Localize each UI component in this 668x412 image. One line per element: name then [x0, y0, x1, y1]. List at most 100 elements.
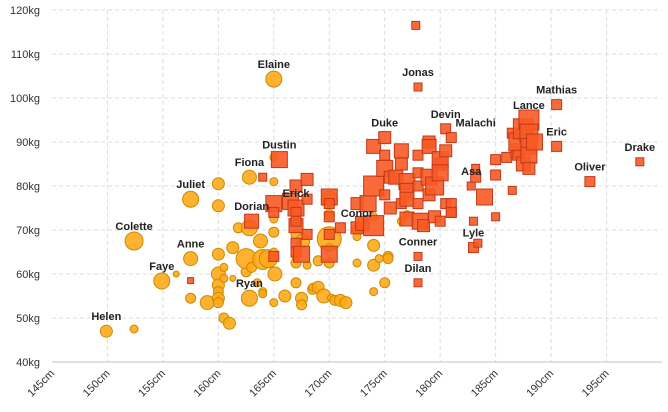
male-point — [412, 198, 424, 210]
female-point — [211, 247, 225, 261]
female-point — [212, 297, 224, 309]
male-point — [268, 250, 280, 262]
point-label: Drake — [625, 142, 656, 154]
female-point — [124, 231, 144, 251]
female-point — [229, 274, 237, 282]
male-point — [394, 157, 408, 171]
female-point — [129, 324, 139, 334]
female-point — [252, 278, 262, 288]
male-point — [434, 215, 446, 227]
point-label: Anne — [177, 239, 205, 251]
male-point — [323, 198, 335, 210]
male-point — [411, 20, 421, 30]
male-point — [421, 138, 437, 154]
male-point — [413, 278, 423, 288]
male-point — [363, 215, 385, 237]
y-tick-label: 110kg — [11, 49, 40, 61]
male-point — [301, 228, 313, 240]
male-point — [466, 181, 476, 191]
female-point — [367, 238, 381, 252]
point-label: Fiona — [235, 157, 265, 169]
male-point — [412, 180, 424, 192]
male-point — [635, 157, 645, 167]
male-point — [379, 189, 391, 201]
male-point — [378, 131, 392, 145]
male-point — [491, 212, 501, 222]
male-point — [551, 99, 563, 111]
male-point — [399, 191, 415, 207]
grid-layer — [52, 9, 662, 362]
male-point — [289, 179, 303, 193]
point-label: Conor — [341, 208, 374, 220]
point-label: Jonas — [402, 67, 434, 79]
x-tick-label: 170cm — [303, 368, 335, 400]
point-label: Elaine — [258, 59, 290, 71]
data-points — [99, 20, 645, 338]
point-label: Erick — [283, 188, 311, 200]
x-tick-label: 155cm — [136, 368, 168, 400]
point-label: Helen — [91, 311, 121, 323]
male-point — [393, 143, 409, 159]
female-point — [382, 253, 394, 265]
y-tick-label: 80kg — [16, 181, 40, 193]
male-point — [584, 176, 596, 188]
x-tick-label: 145cm — [25, 368, 57, 400]
male-point — [440, 123, 452, 135]
y-tick-label: 90kg — [16, 137, 40, 149]
female-point — [240, 289, 258, 307]
male-point — [293, 245, 311, 263]
point-label: Devin — [431, 109, 461, 121]
male-point — [323, 228, 335, 240]
point-label: Colette — [115, 221, 152, 233]
male-point — [501, 151, 513, 163]
x-tick-label: 175cm — [358, 368, 390, 400]
y-tick-label: 60kg — [16, 269, 40, 281]
male-point — [490, 154, 502, 166]
female-point — [172, 270, 180, 278]
male-point — [445, 132, 457, 144]
male-point — [417, 219, 431, 233]
female-point — [258, 289, 268, 299]
point-labels: Helen Colette Faye Juliet Anne Fiona Dorian Rya… — [91, 59, 655, 323]
female-point — [182, 190, 200, 208]
female-point — [369, 287, 379, 297]
female-point — [269, 177, 279, 187]
male-point — [413, 82, 423, 92]
point-label: Duke — [371, 118, 398, 130]
point-label: Faye — [149, 261, 174, 273]
y-tick-label: 120kg — [10, 5, 40, 17]
male-point — [244, 213, 260, 229]
y-tick-label: 70kg — [16, 225, 40, 237]
male-point — [507, 185, 517, 195]
female-point — [269, 298, 279, 308]
point-label: Lyle — [463, 228, 485, 240]
point-label: Ryan — [236, 278, 263, 290]
point-label: Asa — [461, 166, 482, 178]
female-point — [352, 258, 362, 268]
male-point — [445, 206, 457, 218]
x-tick-label: 185cm — [469, 368, 501, 400]
female-point — [153, 272, 171, 290]
point-label: Dilan — [405, 263, 432, 275]
point-label: Mathias — [536, 85, 577, 97]
female-point — [219, 262, 229, 272]
male-point — [301, 193, 313, 205]
male-point — [270, 151, 288, 169]
male-point — [320, 245, 338, 263]
point-label: Lance — [513, 100, 545, 112]
male-point — [439, 144, 453, 158]
female-point — [339, 296, 353, 310]
male-point — [490, 169, 502, 181]
point-label: Oliver — [574, 162, 606, 174]
x-tick-label: 195cm — [580, 368, 612, 400]
point-label: Conner — [399, 236, 438, 248]
female-point — [226, 241, 240, 255]
female-point — [278, 289, 292, 303]
male-point — [363, 175, 385, 197]
point-label: Dorian — [234, 201, 269, 213]
male-point — [366, 138, 382, 154]
female-point — [253, 233, 269, 249]
y-tick-label: 50kg — [16, 313, 40, 325]
male-point — [383, 201, 397, 215]
point-label: Eric — [546, 126, 567, 138]
